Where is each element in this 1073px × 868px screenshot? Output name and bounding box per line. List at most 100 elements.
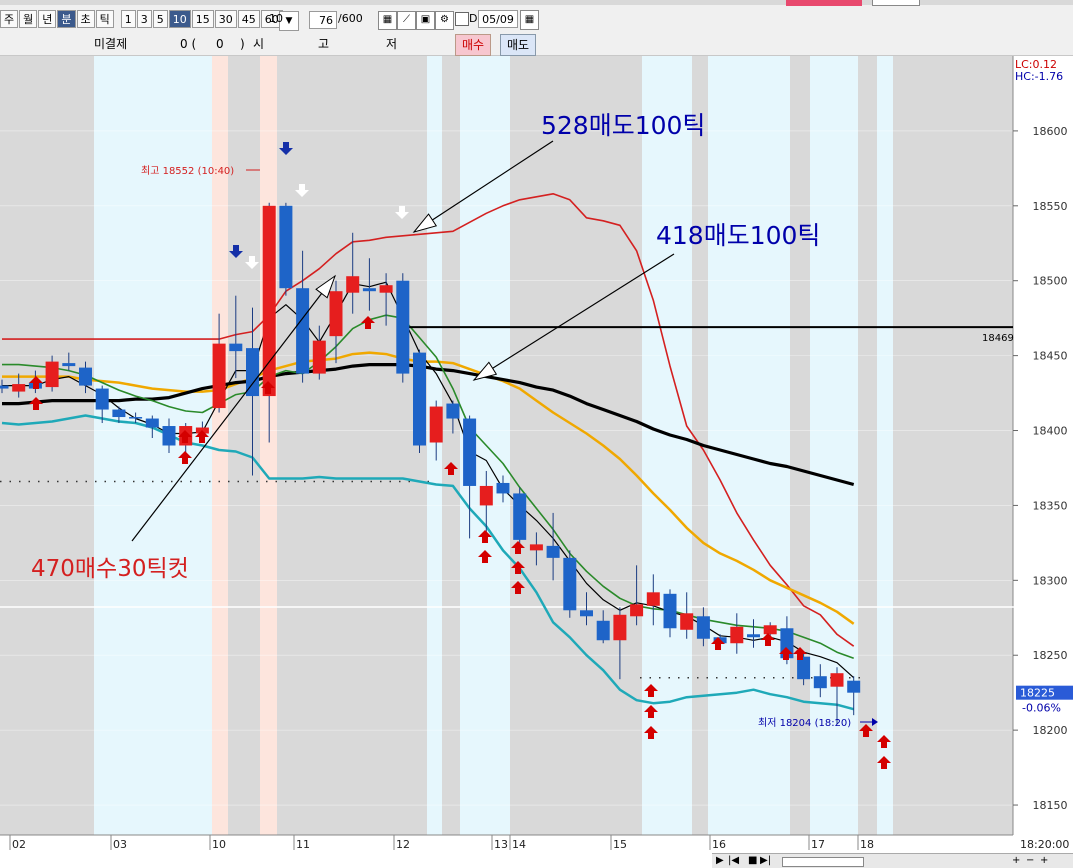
grid-icon[interactable]: ▦ xyxy=(378,11,397,30)
level-line-label: 18469 xyxy=(982,333,1014,344)
unfilled-label: 미결제 xyxy=(94,37,128,51)
open-label: 시 xyxy=(253,37,265,51)
session-band xyxy=(94,56,212,835)
buy-signal-arrow xyxy=(511,541,525,554)
candle-body xyxy=(797,656,811,680)
period-button-11[interactable]: 30 xyxy=(214,10,237,28)
y-tick-label: 18350 xyxy=(1033,499,1068,512)
x-tick-label: 18 xyxy=(860,838,874,851)
candle-body xyxy=(413,352,426,446)
period-button-10[interactable]: 15 xyxy=(191,10,214,28)
session-band xyxy=(212,56,228,835)
series-line-black-thin-ma xyxy=(2,281,855,679)
period-button-2[interactable]: 년 xyxy=(38,10,57,28)
session-band xyxy=(790,56,810,835)
annotation-470-pointer-head xyxy=(315,274,337,299)
period-button-9[interactable]: 10 xyxy=(168,10,191,28)
period-button-12[interactable]: 45 xyxy=(237,10,260,28)
period-button-0[interactable]: 주 xyxy=(0,10,19,28)
date-input[interactable]: 05/09 xyxy=(478,10,518,28)
candle-body xyxy=(79,367,92,386)
candle-body xyxy=(129,417,143,419)
order-row: 미결제 0 ( 0 ) 시 고 저 매수 매도 xyxy=(0,33,1073,56)
period-button-3[interactable]: 분 xyxy=(57,10,76,28)
buy-signal-arrow xyxy=(793,647,807,660)
period-button-7[interactable]: 3 xyxy=(136,10,152,28)
candle-body xyxy=(296,288,310,374)
period-dropdown-arrow-icon[interactable]: ▼ xyxy=(279,11,299,31)
candle-body xyxy=(513,493,527,540)
session-band xyxy=(260,56,277,835)
buy-signal-arrow xyxy=(478,530,492,543)
candle-body xyxy=(162,426,176,446)
zoom-in-icon[interactable]: + xyxy=(1012,855,1021,866)
x-tick-label: 12 xyxy=(396,838,410,851)
series-line-red-band xyxy=(2,193,855,647)
y-tick-label: 18600 xyxy=(1033,125,1068,138)
candle-body xyxy=(62,363,76,367)
unfilled-close: ) xyxy=(240,37,245,51)
session-band xyxy=(642,56,692,835)
period-button-5[interactable]: 틱 xyxy=(95,10,114,28)
candle-body xyxy=(246,348,259,397)
title-input[interactable] xyxy=(872,0,920,6)
period-button-1[interactable]: 월 xyxy=(19,10,38,28)
title-strip xyxy=(0,0,1073,5)
period-button-13[interactable]: 60 xyxy=(260,10,283,28)
scroll-thumb[interactable] xyxy=(782,857,864,867)
expand-icon[interactable]: + xyxy=(1040,855,1049,866)
period-button-8[interactable]: 5 xyxy=(152,10,168,28)
current-price-badge xyxy=(1016,685,1073,700)
calendar-icon[interactable]: ▦ xyxy=(520,10,539,30)
candle-body xyxy=(663,593,677,629)
y-tick-label: 18250 xyxy=(1033,649,1068,662)
period-button-6[interactable]: 1 xyxy=(120,10,136,28)
buy-signal-arrow xyxy=(877,735,891,748)
period-button-4[interactable]: 초 xyxy=(76,10,95,28)
candle-body xyxy=(429,406,443,443)
annotation-528: 528매도100틱 xyxy=(541,111,705,140)
lc-label: LC:0.12 xyxy=(1015,58,1057,71)
x-tick-label: 15 xyxy=(613,838,627,851)
x-tick-label: 11 xyxy=(296,838,310,851)
candle-body xyxy=(329,291,343,337)
session-band xyxy=(877,56,893,835)
buy-signal-arrow xyxy=(644,684,658,697)
annotation-470: 470매수30틱컷 xyxy=(31,556,189,582)
buy-signal-arrow xyxy=(644,726,658,739)
count-input[interactable]: 76 xyxy=(309,11,337,29)
first-icon[interactable]: |◀ xyxy=(728,855,740,866)
hc-label: HC:-1.76 xyxy=(1015,70,1063,83)
buy-signal-arrow xyxy=(478,550,492,563)
stop-icon[interactable]: ■ xyxy=(748,855,758,866)
candle-body xyxy=(463,418,477,486)
scroll-left-icon[interactable]: ▶ xyxy=(716,855,724,866)
period-value[interactable]: 10 xyxy=(269,12,283,25)
session-band xyxy=(0,56,94,835)
candle-body xyxy=(212,343,226,409)
buy-signal-arrow xyxy=(178,451,192,464)
y-tick-label: 18300 xyxy=(1033,574,1068,587)
sell-button[interactable]: 매도 xyxy=(500,34,537,56)
candle-body xyxy=(145,418,159,428)
candle-body xyxy=(747,634,760,638)
candle-body xyxy=(229,343,243,352)
zoom-out-icon[interactable]: − xyxy=(1026,855,1035,866)
series-line-orange-ma xyxy=(2,351,855,625)
candle-body xyxy=(580,610,593,617)
save-icon[interactable]: ▣ xyxy=(416,11,435,30)
d-checkbox[interactable] xyxy=(455,12,469,26)
next-icon[interactable]: ▶| xyxy=(760,855,772,866)
exit-signal-arrow xyxy=(395,206,409,219)
session-band xyxy=(442,56,460,835)
buy-button[interactable]: 매수 xyxy=(455,34,492,56)
settings-icon[interactable]: ⚙ xyxy=(435,11,454,30)
buy-signal-arrow xyxy=(361,316,375,329)
time-scrollbar[interactable]: ▶ |◀ ■ ▶| + − + xyxy=(712,853,1073,868)
exit-signal-arrow xyxy=(295,184,309,197)
unfilled-value: 0 ( xyxy=(180,37,197,51)
sell-signal-arrow xyxy=(229,245,243,258)
session-band xyxy=(427,56,442,835)
candlestick-chart[interactable]: 18600 18550 18500 18450 18400 18350 18300 18250… xyxy=(0,56,1073,867)
trend-icon[interactable]: ⟋ xyxy=(397,11,416,30)
